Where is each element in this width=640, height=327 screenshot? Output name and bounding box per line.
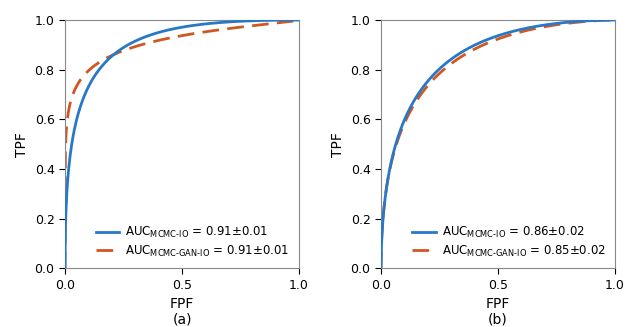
- X-axis label: FPF: FPF: [170, 297, 194, 311]
- Text: (b): (b): [488, 313, 508, 327]
- Legend: AUC$_{\mathregular{MCMC\text{-}IO}}$ = 0.86$\pm$0.02, AUC$_{\mathregular{MCMC\te: AUC$_{\mathregular{MCMC\text{-}IO}}$ = 0…: [408, 221, 609, 262]
- Text: (a): (a): [172, 313, 192, 327]
- Y-axis label: TPF: TPF: [15, 132, 29, 157]
- Y-axis label: TPF: TPF: [331, 132, 345, 157]
- X-axis label: FPF: FPF: [486, 297, 510, 311]
- Legend: AUC$_{\mathregular{MCMC\text{-}IO}}$ = 0.91$\pm$0.01, AUC$_{\mathregular{MCMC\te: AUC$_{\mathregular{MCMC\text{-}IO}}$ = 0…: [92, 221, 293, 262]
